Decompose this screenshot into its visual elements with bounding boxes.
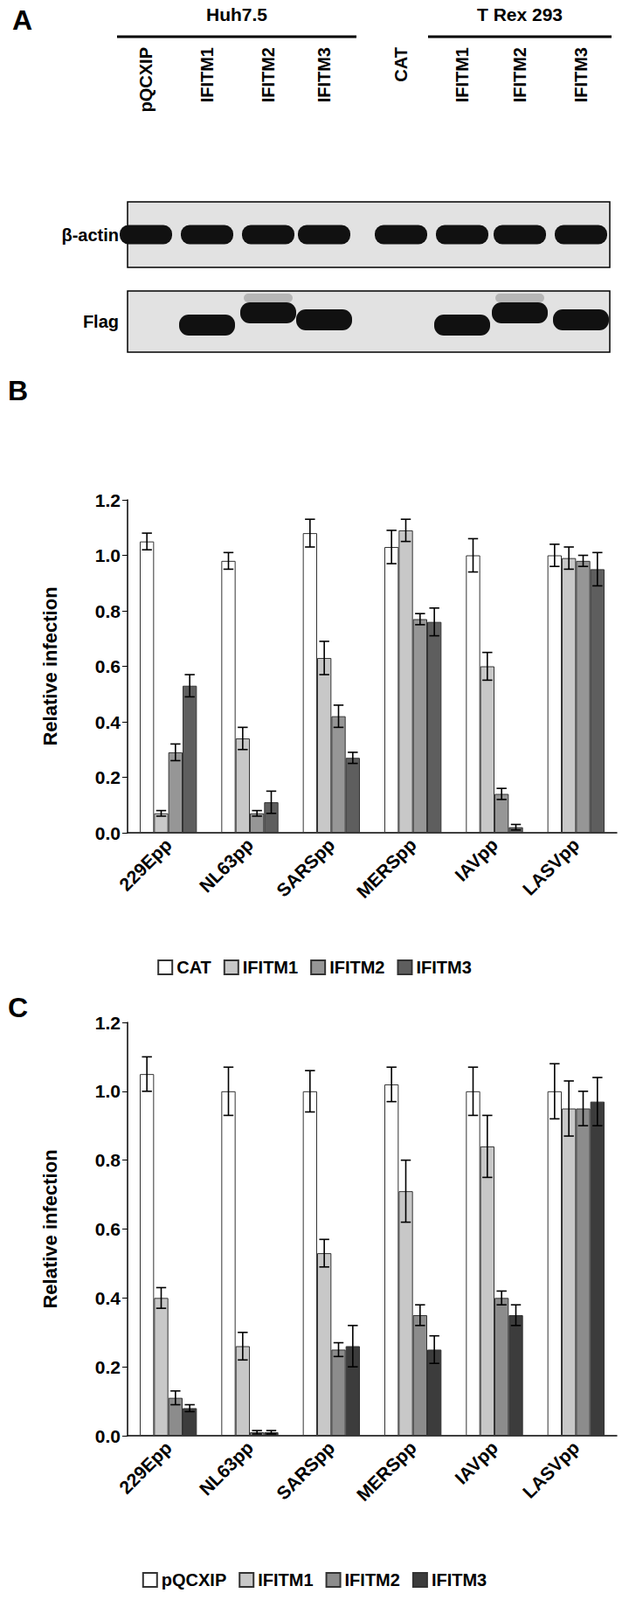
svg-text:pQCXIP: pQCXIP (136, 47, 156, 112)
svg-text:IFITM1: IFITM1 (197, 47, 217, 103)
svg-text:1.0: 1.0 (95, 1080, 121, 1101)
svg-text:Relative infection: Relative infection (39, 586, 62, 746)
svg-text:229Epp: 229Epp (115, 834, 176, 895)
svg-text:pQCXIP: pQCXIP (161, 1569, 227, 1590)
svg-text:0.4: 0.4 (95, 711, 122, 733)
svg-text:0.0: 0.0 (95, 822, 121, 844)
svg-text:IFITM3: IFITM3 (571, 47, 591, 103)
svg-text:A: A (12, 4, 33, 36)
svg-text:0.6: 0.6 (95, 656, 121, 677)
svg-text:IFITM2: IFITM2 (510, 47, 530, 103)
svg-text:0.8: 0.8 (95, 601, 122, 622)
svg-text:229Epp: 229Epp (115, 1437, 176, 1498)
svg-text:IFITM1: IFITM1 (452, 47, 472, 103)
svg-text:C: C (7, 991, 28, 1023)
svg-text:0.4: 0.4 (95, 1287, 122, 1308)
svg-text:IFITM1: IFITM1 (257, 1569, 313, 1590)
svg-text:IFITM2: IFITM2 (345, 1569, 401, 1590)
svg-text:0.6: 0.6 (95, 1218, 121, 1239)
svg-text:IFITM1: IFITM1 (242, 957, 298, 977)
svg-text:B: B (7, 374, 28, 407)
svg-text:0.0: 0.0 (95, 1425, 121, 1446)
svg-text:0.2: 0.2 (95, 1356, 121, 1377)
svg-text:MERSpp: MERSpp (352, 1437, 421, 1505)
svg-text:IFITM2: IFITM2 (258, 47, 278, 103)
svg-text:1.2: 1.2 (95, 1012, 121, 1033)
svg-text:NL63pp: NL63pp (194, 1437, 257, 1500)
svg-text:IAVpp: IAVpp (450, 834, 502, 885)
svg-text:T Rex 293: T Rex 293 (476, 4, 563, 25)
svg-text:IFITM3: IFITM3 (314, 47, 334, 103)
svg-text:NL63pp: NL63pp (194, 834, 257, 897)
svg-text:1.0: 1.0 (95, 545, 121, 566)
svg-text:β-actin: β-actin (61, 225, 119, 245)
svg-text:Flag: Flag (82, 311, 119, 332)
svg-text:Huh7.5: Huh7.5 (206, 4, 268, 25)
svg-text:CAT: CAT (176, 957, 212, 977)
svg-text:MERSpp: MERSpp (352, 834, 421, 902)
svg-text:Relative infection: Relative infection (39, 1148, 62, 1308)
svg-text:IFITM2: IFITM2 (329, 957, 385, 977)
svg-text:0.8: 0.8 (95, 1149, 122, 1170)
svg-text:0.2: 0.2 (95, 767, 121, 788)
svg-text:SARSpp: SARSpp (272, 1437, 339, 1504)
svg-text:1.2: 1.2 (95, 490, 121, 511)
svg-text:SARSpp: SARSpp (272, 834, 339, 901)
svg-text:IFITM3: IFITM3 (415, 957, 471, 977)
svg-text:LASVpp: LASVpp (518, 834, 583, 899)
svg-text:IAVpp: IAVpp (450, 1437, 502, 1488)
svg-text:CAT: CAT (391, 47, 411, 83)
svg-text:LASVpp: LASVpp (518, 1437, 583, 1502)
svg-text:IFITM3: IFITM3 (431, 1569, 487, 1590)
